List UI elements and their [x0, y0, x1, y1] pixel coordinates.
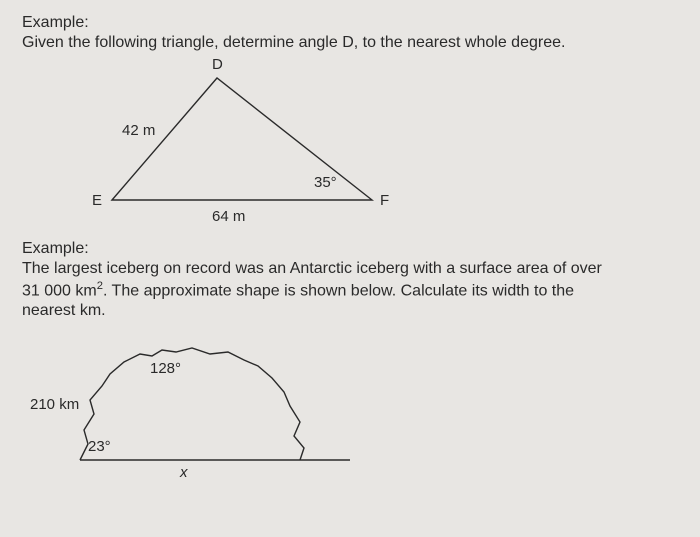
iceberg-bottom-angle-label: 23° — [88, 438, 111, 455]
side-ef-label: 64 m — [212, 208, 245, 225]
line2-pre: 31 000 km — [22, 282, 97, 299]
example-1-heading: Example: — [22, 14, 678, 32]
example-2-prompt-line1: The largest iceberg on record was an Ant… — [22, 260, 678, 278]
iceberg-top-angle-label: 128° — [150, 360, 181, 377]
example-2-prompt-line2: 31 000 km2. The approximate shape is sho… — [22, 280, 678, 300]
example-1: Example: Given the following triangle, d… — [22, 14, 678, 230]
example-2-heading: Example: — [22, 240, 678, 258]
vertex-e-label: E — [92, 192, 102, 209]
line2-post: . The approximate shape is shown below. … — [103, 282, 574, 299]
example-2-prompt-line3: nearest km. — [22, 302, 678, 320]
triangle-svg — [72, 50, 432, 230]
iceberg-left-side-label: 210 km — [30, 396, 79, 413]
angle-f-label: 35° — [314, 174, 337, 191]
iceberg-base-label: x — [180, 464, 188, 481]
vertex-f-label: F — [380, 192, 389, 209]
iceberg-svg — [32, 332, 372, 482]
vertex-d-label: D — [212, 56, 223, 73]
triangle-diagram: D E F 42 m 64 m 35° — [72, 50, 432, 230]
side-de-label: 42 m — [122, 122, 155, 139]
example-2: Example: The largest iceberg on record w… — [22, 240, 678, 482]
iceberg-diagram: 210 km 128° 23° x — [32, 332, 372, 482]
worksheet-page: Example: Given the following triangle, d… — [0, 0, 700, 492]
